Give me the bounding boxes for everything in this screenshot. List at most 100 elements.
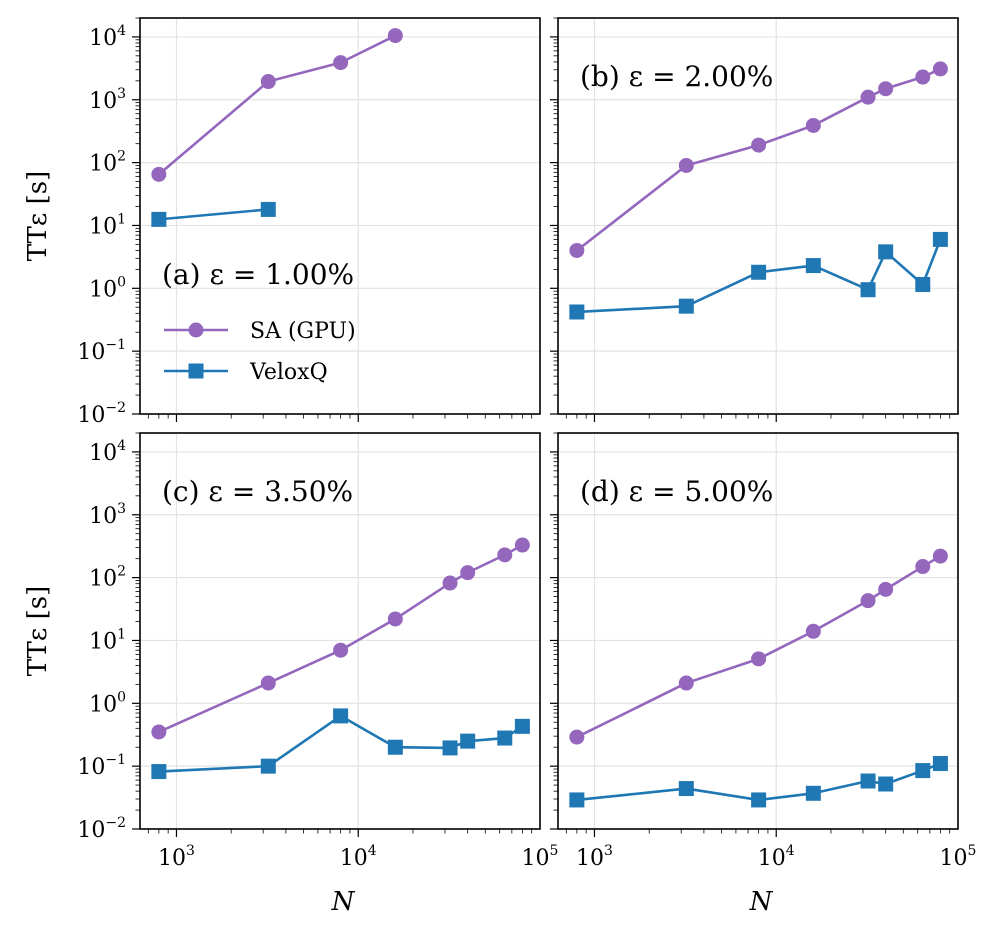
sa-gpu-point <box>915 559 931 575</box>
veloxq-point <box>460 733 476 749</box>
series-veloxq <box>569 756 948 808</box>
sa-gpu-point <box>860 593 876 609</box>
x-tick-label: 105 <box>522 843 559 871</box>
y-tick-label: 10−2 <box>77 400 126 428</box>
y-tick-label-base: 10 <box>89 629 117 654</box>
sa-gpu-point <box>915 69 931 85</box>
x-tick-label: 104 <box>340 843 377 871</box>
legend: SA (GPU) VeloxQ <box>164 319 356 385</box>
x-tick-label: 104 <box>758 843 795 871</box>
sa-gpu-point <box>878 581 894 597</box>
y-tick-label-exp: 0 <box>117 274 126 290</box>
y-tick-label-base: 10 <box>77 340 105 365</box>
sa-gpu-point <box>260 74 276 90</box>
series-sa-gpu <box>151 537 530 740</box>
y-tick-label-exp: −1 <box>105 337 126 353</box>
veloxq-point <box>151 764 167 780</box>
y-tick-label: 101 <box>89 211 126 239</box>
x-tick-label-exp: 3 <box>604 843 613 859</box>
y-tick-label: 103 <box>89 501 126 529</box>
veloxq-point <box>260 758 276 774</box>
veloxq-point <box>805 258 821 274</box>
veloxq-point <box>260 201 276 217</box>
y-tick-label-base: 10 <box>77 403 105 428</box>
y-tick-label-base: 10 <box>89 214 117 239</box>
axes-frame <box>139 432 541 830</box>
veloxq-point <box>860 773 876 789</box>
x-tick-label-base: 10 <box>522 846 550 871</box>
y-tick-label-exp: −2 <box>105 400 126 416</box>
x-tick-label-base: 10 <box>758 846 786 871</box>
y-tick-label-base: 10 <box>89 692 117 717</box>
veloxq-line <box>158 208 269 221</box>
y-tick-label-exp: 4 <box>117 23 126 39</box>
legend-marker-sa-gpu <box>188 322 204 338</box>
sa-gpu-point <box>151 724 167 740</box>
x-tick-label-exp: 5 <box>550 843 559 859</box>
y-tick-label: 104 <box>89 438 126 466</box>
y-tick-label: 10−1 <box>77 337 126 365</box>
veloxq-point <box>678 298 694 314</box>
series-veloxq <box>151 201 276 227</box>
y-tick-label: 100 <box>89 274 126 302</box>
veloxq-point <box>805 785 821 801</box>
sa-gpu-point <box>805 117 821 133</box>
panel-label: (c) ε = 3.50% <box>162 475 353 508</box>
y-tick-label-base: 10 <box>89 89 117 114</box>
y-tick-label-base: 10 <box>89 277 117 302</box>
y-tick-label: 102 <box>89 564 126 592</box>
x-tick-label-base: 10 <box>158 846 186 871</box>
x-tick-label-base: 10 <box>940 846 968 871</box>
panel-label: (d) ε = 5.00% <box>580 475 773 508</box>
legend-label-veloxq: VeloxQ <box>249 360 328 385</box>
x-tick-label-exp: 3 <box>186 843 195 859</box>
y-tick-label-exp: −2 <box>105 815 126 831</box>
series-veloxq <box>569 231 948 320</box>
sa-gpu-point <box>932 61 948 77</box>
x-tick-label-exp: 5 <box>968 843 977 859</box>
veloxq-point <box>678 781 694 797</box>
panel-d: 103 104 105(d) ε = 5.00% <box>550 432 977 871</box>
veloxq-point <box>751 264 767 280</box>
sa-gpu-point <box>387 28 403 44</box>
y-tick-label-base: 10 <box>89 504 117 529</box>
x-tick-label-base: 10 <box>340 846 368 871</box>
axes-frame <box>557 17 959 415</box>
x-axis-label: N <box>331 887 356 917</box>
y-tick-label-exp: 1 <box>117 211 126 227</box>
sa-gpu-point <box>569 729 585 745</box>
y-tick-label: 10−1 <box>77 752 126 780</box>
veloxq-point <box>915 763 931 779</box>
veloxq-point <box>333 708 349 724</box>
veloxq-point <box>387 739 403 755</box>
y-tick-label: 100 <box>89 689 126 717</box>
veloxq-point <box>569 792 585 808</box>
sa-gpu-point <box>387 611 403 627</box>
x-tick-label-base: 10 <box>576 846 604 871</box>
sa-gpu-point <box>569 242 585 258</box>
sa-gpu-point <box>333 55 349 71</box>
veloxq-point <box>569 304 585 320</box>
sa-gpu-point <box>442 575 458 591</box>
sa-gpu-point <box>678 675 694 691</box>
sa-gpu-point <box>497 547 513 563</box>
y-tick-label-exp: 4 <box>117 438 126 454</box>
legend-label-sa-gpu: SA (GPU) <box>250 319 356 344</box>
axes-frame <box>557 432 959 830</box>
veloxq-point <box>878 244 894 260</box>
series-sa-gpu <box>151 28 403 182</box>
sa-gpu-point <box>805 623 821 639</box>
sa-gpu-point <box>460 565 476 581</box>
veloxq-point <box>514 718 530 734</box>
y-tick-label: 102 <box>89 149 126 177</box>
y-axis-label: TTε [s] <box>23 586 53 677</box>
y-tick-label-base: 10 <box>89 152 117 177</box>
veloxq-point <box>878 776 894 792</box>
y-tick-label: 10−2 <box>77 815 126 843</box>
x-tick-label: 105 <box>940 843 977 871</box>
y-tick-label-exp: 3 <box>117 501 126 517</box>
veloxq-point <box>151 211 167 227</box>
legend-marker-veloxq <box>188 363 204 379</box>
